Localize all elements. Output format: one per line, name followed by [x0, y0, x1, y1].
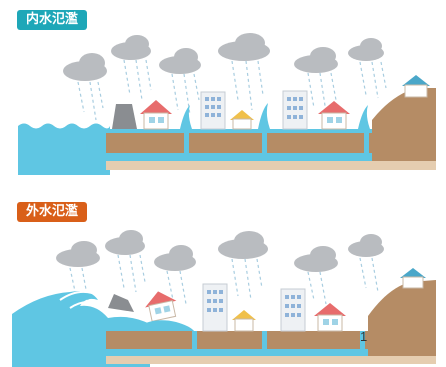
house-icon — [314, 303, 346, 332]
subsoil — [106, 161, 436, 170]
building-icon — [202, 283, 228, 332]
cloud-icon — [63, 33, 384, 81]
flood-water-surface — [106, 129, 416, 133]
inland-flood-label: 内水氾濫 — [17, 10, 88, 30]
hill-house-icon — [400, 268, 426, 289]
house-icon — [318, 101, 350, 130]
underground-drain — [106, 349, 436, 356]
building-icon — [280, 288, 306, 332]
river-flood-label: 外水氾濫 — [17, 202, 88, 222]
sea-water — [18, 123, 110, 175]
cloud-icon — [56, 230, 384, 272]
house-icon — [232, 310, 256, 332]
dam-icon — [112, 104, 137, 129]
drain-pipes — [192, 331, 365, 349]
ground — [106, 331, 436, 349]
dam-icon — [108, 294, 134, 312]
hill — [372, 88, 436, 161]
overflow-spout — [180, 103, 370, 129]
building-icon — [282, 90, 308, 130]
ground — [106, 133, 416, 153]
wave-foam — [59, 290, 107, 309]
inland-flood-illustration — [18, 33, 436, 175]
flood-water — [132, 320, 194, 331]
rain-icon — [77, 59, 387, 121]
house-icon — [140, 100, 172, 130]
drain-pipes — [184, 133, 369, 153]
house-icon — [230, 110, 254, 130]
hill-house-icon — [402, 75, 430, 98]
underground-drain — [106, 153, 436, 161]
marker-text: 1 — [360, 329, 368, 344]
house-icon — [145, 291, 177, 322]
inland-flood-panel: 内水氾濫 — [17, 10, 436, 175]
building-icon — [200, 91, 226, 130]
rain-icon — [69, 254, 379, 305]
subsoil — [106, 356, 436, 364]
river-flood-panel: 外水氾濫 1 — [0, 196, 446, 367]
hill — [368, 280, 436, 356]
river-flood-illustration — [12, 230, 436, 367]
